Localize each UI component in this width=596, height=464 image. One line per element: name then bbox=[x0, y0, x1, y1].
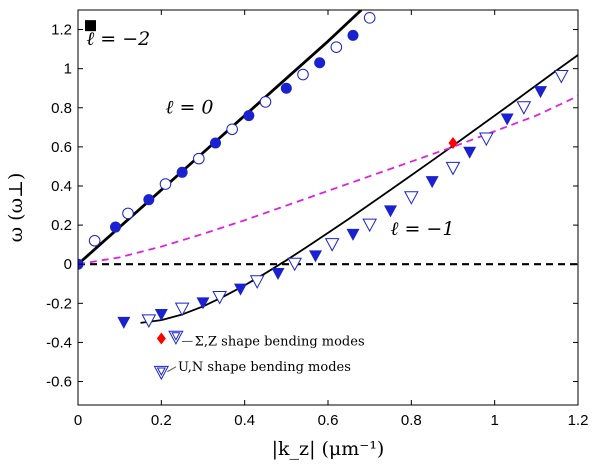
data-point-5-4 bbox=[210, 137, 221, 149]
x-tick-label-6: 1.2 bbox=[568, 412, 589, 429]
series-markers-9 bbox=[156, 136, 458, 345]
x-tick-label-2: 0.4 bbox=[234, 412, 255, 429]
series-line-3 bbox=[78, 95, 578, 266]
data-point-8-6 bbox=[362, 218, 378, 233]
data-point-9-0 bbox=[156, 332, 166, 345]
data-point-7-11 bbox=[534, 86, 547, 99]
x-tick-label-3: 0.6 bbox=[318, 412, 339, 429]
data-point-7-4 bbox=[271, 267, 285, 280]
data-point-7-9 bbox=[463, 146, 477, 159]
annotation-2: ℓ = −1 bbox=[391, 218, 455, 240]
data-point-8-8 bbox=[445, 161, 461, 176]
data-point-8-10 bbox=[516, 101, 532, 115]
y-tick-label-4: 0.2 bbox=[51, 217, 72, 234]
legend-marker-1 bbox=[153, 365, 169, 381]
series-markers-8 bbox=[141, 69, 569, 328]
data-point-6-0 bbox=[88, 234, 101, 247]
data-point-5-7 bbox=[314, 57, 326, 69]
data-point-4-0 bbox=[85, 20, 96, 32]
data-point-7-10 bbox=[500, 113, 514, 126]
x-axis-label: |k_z| (μm⁻¹) bbox=[272, 438, 385, 460]
axis-labels: |k_z| (μm⁻¹) ω (ω⊥) bbox=[5, 173, 384, 460]
data-point-7-2 bbox=[196, 297, 210, 310]
data-point-7-1 bbox=[154, 309, 168, 322]
data-point-7-8 bbox=[425, 176, 439, 189]
annotation-0: ℓ = −2 bbox=[86, 28, 150, 50]
data-point-8-1 bbox=[174, 302, 190, 317]
data-point-9-1 bbox=[448, 136, 458, 149]
legend-label-0: Σ,Z shape bending modes bbox=[195, 334, 365, 349]
data-point-6-4 bbox=[226, 123, 238, 136]
y-tick-label-6: 0.6 bbox=[51, 139, 72, 156]
y-tick-label-3: 0 bbox=[64, 256, 72, 273]
data-point-8-3 bbox=[249, 275, 265, 289]
series-line-1 bbox=[140, 54, 578, 324]
y-tick-label-9: 1.2 bbox=[51, 22, 72, 39]
y-tick-label-8: 1 bbox=[64, 61, 72, 78]
data-point-6-7 bbox=[330, 41, 343, 53]
data-point-6-1 bbox=[122, 207, 134, 220]
data-point-6-6 bbox=[297, 68, 309, 81]
legend-marker-1-inner bbox=[156, 367, 166, 376]
y-tick-label-2: -0.2 bbox=[46, 295, 72, 312]
curve-annotations: ℓ = −2 ℓ = 0 ℓ = −1 bbox=[86, 28, 454, 240]
data-point-8-4 bbox=[287, 257, 303, 272]
y-tick-label-1: -0.4 bbox=[46, 334, 72, 351]
data-point-5-8 bbox=[347, 29, 359, 41]
series-markers-4 bbox=[85, 20, 96, 32]
chart-marks bbox=[78, 10, 578, 345]
data-point-6-3 bbox=[193, 152, 205, 165]
legend-leader-1 bbox=[167, 366, 177, 373]
data-point-7-5 bbox=[309, 250, 322, 263]
data-point-6-5 bbox=[259, 96, 272, 108]
data-point-8-7 bbox=[403, 191, 419, 205]
data-point-5-6 bbox=[280, 82, 292, 94]
data-point-5-2 bbox=[143, 194, 155, 206]
axis-ticks: 0 0.2 0.4 0.6 0.8 1 1.2 -0.6 -0.4 -0.2 0 0.2 0.4 0.6 0… bbox=[46, 10, 588, 429]
series-line-0 bbox=[78, 10, 363, 266]
data-point-6-2 bbox=[159, 178, 172, 190]
series-markers-7 bbox=[117, 86, 547, 329]
annotation-1: ℓ = 0 bbox=[166, 97, 214, 119]
y-axis-label: ω (ω⊥) bbox=[5, 173, 27, 243]
data-point-7-6 bbox=[346, 228, 360, 241]
data-point-8-0 bbox=[141, 314, 157, 328]
y-tick-label-5: 0.4 bbox=[51, 178, 72, 195]
data-point-7-3 bbox=[234, 283, 247, 296]
series-markers-5 bbox=[78, 29, 359, 270]
x-tick-label-0: 0 bbox=[74, 412, 82, 429]
plot-area bbox=[78, 10, 578, 345]
x-tick-label-4: 0.8 bbox=[401, 412, 422, 429]
data-point-5-3 bbox=[176, 166, 188, 178]
y-tick-label-7: 0.8 bbox=[51, 100, 72, 117]
data-point-8-5 bbox=[324, 238, 340, 252]
data-point-7-7 bbox=[384, 205, 397, 218]
y-tick-label-0: -0.6 bbox=[46, 374, 72, 391]
data-point-5-5 bbox=[243, 110, 255, 122]
data-point-5-1 bbox=[110, 221, 121, 233]
data-point-8-2 bbox=[212, 290, 228, 305]
legend-label-1: U,N shape bending modes bbox=[178, 360, 351, 375]
marker-legend: Σ,Z shape bending modes U,N shape bending… bbox=[153, 330, 365, 381]
data-point-6-8 bbox=[363, 12, 376, 24]
data-point-8-9 bbox=[478, 132, 494, 147]
data-point-7-0 bbox=[117, 316, 131, 329]
x-tick-label-1: 0.2 bbox=[151, 412, 172, 429]
series-markers-6 bbox=[88, 12, 376, 247]
legend-marker-0-inner bbox=[171, 332, 181, 341]
data-point-8-11 bbox=[553, 69, 569, 84]
x-tick-label-5: 1 bbox=[490, 412, 498, 429]
legend-marker-0 bbox=[168, 330, 184, 345]
